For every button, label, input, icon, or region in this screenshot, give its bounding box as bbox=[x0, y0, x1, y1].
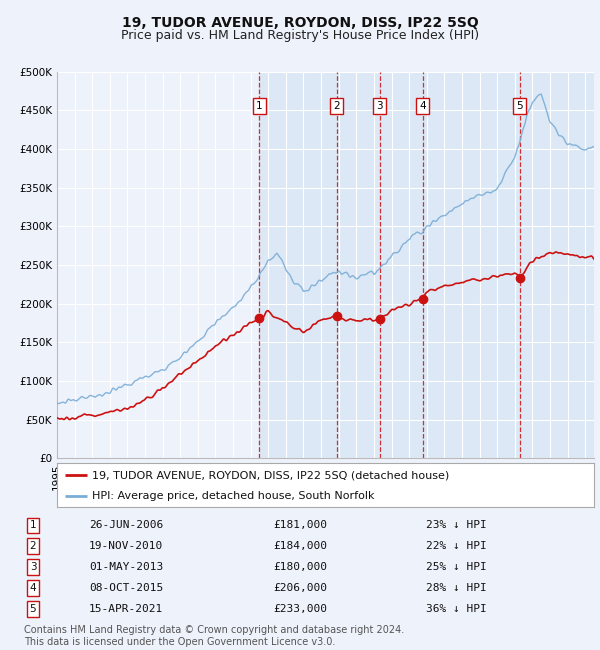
Text: 4: 4 bbox=[29, 583, 37, 593]
Text: 4: 4 bbox=[419, 101, 426, 111]
Text: 2: 2 bbox=[333, 101, 340, 111]
Text: £181,000: £181,000 bbox=[273, 521, 327, 530]
Text: 19-NOV-2010: 19-NOV-2010 bbox=[89, 541, 163, 551]
Text: 15-APR-2021: 15-APR-2021 bbox=[89, 604, 163, 614]
Text: HPI: Average price, detached house, South Norfolk: HPI: Average price, detached house, Sout… bbox=[92, 491, 374, 500]
Text: 26-JUN-2006: 26-JUN-2006 bbox=[89, 521, 163, 530]
Text: £184,000: £184,000 bbox=[273, 541, 327, 551]
Text: Price paid vs. HM Land Registry's House Price Index (HPI): Price paid vs. HM Land Registry's House … bbox=[121, 29, 479, 42]
Text: £233,000: £233,000 bbox=[273, 604, 327, 614]
Text: 23% ↓ HPI: 23% ↓ HPI bbox=[425, 521, 487, 530]
Text: 36% ↓ HPI: 36% ↓ HPI bbox=[425, 604, 487, 614]
Text: 28% ↓ HPI: 28% ↓ HPI bbox=[425, 583, 487, 593]
Text: 19, TUDOR AVENUE, ROYDON, DISS, IP22 5SQ (detached house): 19, TUDOR AVENUE, ROYDON, DISS, IP22 5SQ… bbox=[92, 470, 449, 480]
Text: 25% ↓ HPI: 25% ↓ HPI bbox=[425, 562, 487, 572]
Text: 08-OCT-2015: 08-OCT-2015 bbox=[89, 583, 163, 593]
Bar bbox=[259, 72, 594, 458]
Text: £180,000: £180,000 bbox=[273, 562, 327, 572]
Text: 3: 3 bbox=[376, 101, 383, 111]
Text: 3: 3 bbox=[29, 562, 37, 572]
Text: Contains HM Land Registry data © Crown copyright and database right 2024.
This d: Contains HM Land Registry data © Crown c… bbox=[24, 625, 404, 647]
Text: 01-MAY-2013: 01-MAY-2013 bbox=[89, 562, 163, 572]
Text: 5: 5 bbox=[29, 604, 37, 614]
Text: 22% ↓ HPI: 22% ↓ HPI bbox=[425, 541, 487, 551]
Text: £206,000: £206,000 bbox=[273, 583, 327, 593]
Text: 19, TUDOR AVENUE, ROYDON, DISS, IP22 5SQ: 19, TUDOR AVENUE, ROYDON, DISS, IP22 5SQ bbox=[122, 16, 478, 31]
Text: 5: 5 bbox=[517, 101, 523, 111]
Text: 1: 1 bbox=[29, 521, 37, 530]
Text: 1: 1 bbox=[256, 101, 263, 111]
Text: 2: 2 bbox=[29, 541, 37, 551]
